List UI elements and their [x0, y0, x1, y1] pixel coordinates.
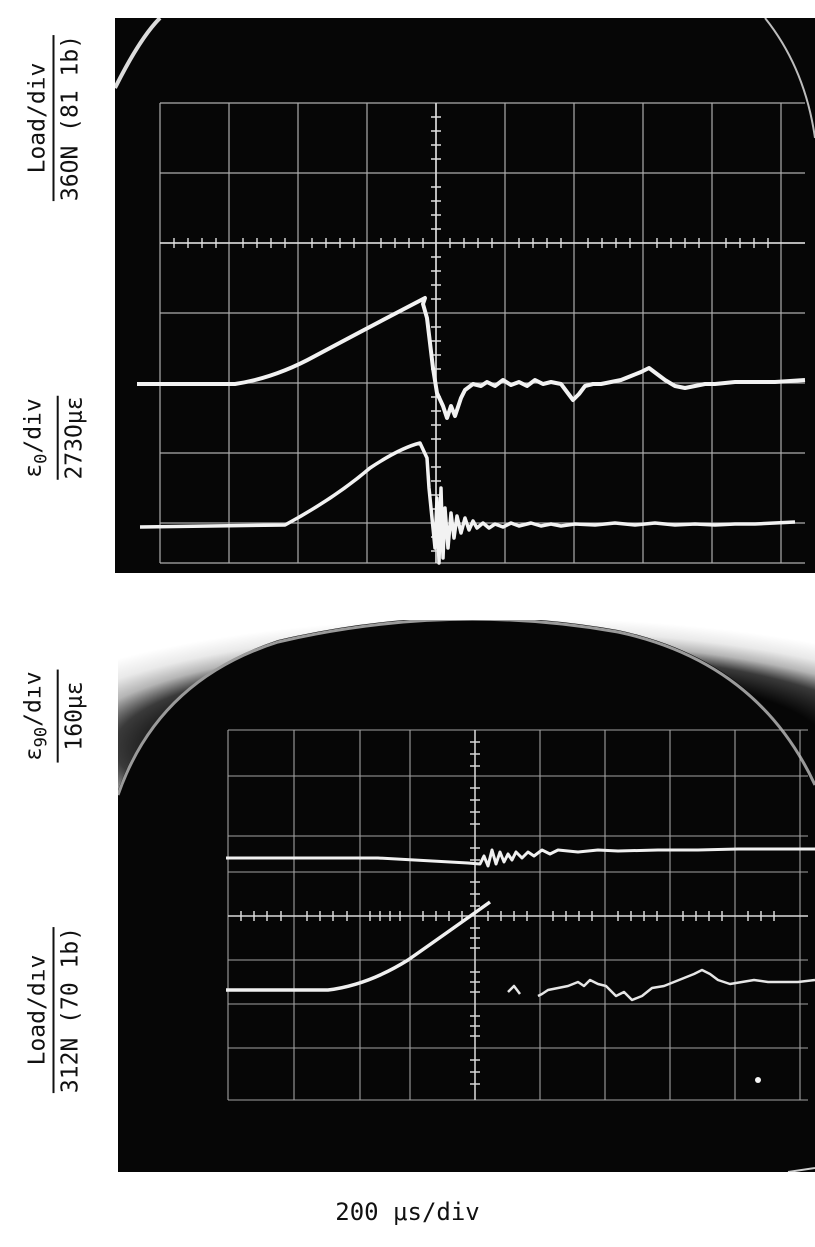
oscilloscope-trace-bottom — [118, 620, 815, 1172]
top-strain-label-denominator: 273Oμε — [61, 396, 88, 480]
bottom-strain-label-denominator: 160με — [61, 681, 88, 751]
strain-subscript: 0 — [31, 453, 52, 464]
oscilloscope-screen-top — [115, 18, 815, 573]
strain-unit: /dıv — [20, 671, 47, 727]
epsilon-symbol: ε — [21, 747, 47, 761]
oscilloscope-screen-bottom — [118, 620, 815, 1172]
top-load-label-numerator: Load/div — [24, 34, 55, 202]
epsilon-symbol: ε — [20, 463, 47, 478]
oscilloscope-trace-top — [115, 18, 815, 565]
time-base-label: 200 μs/div — [335, 1198, 480, 1226]
bottom-load-label-denominator: 312N (70 1b) — [57, 926, 84, 1094]
top-load-label-denominator: 36ON (81 1b) — [57, 34, 84, 202]
bottom-strain-label-numerator: ε90/dıv — [20, 669, 59, 763]
top-strain-label-numerator: ε0/div — [20, 396, 59, 480]
bottom-load-label-numerator: Load/dıv — [24, 926, 55, 1094]
strain-unit: /div — [20, 398, 47, 454]
strain-subscript: 90 — [31, 726, 52, 748]
